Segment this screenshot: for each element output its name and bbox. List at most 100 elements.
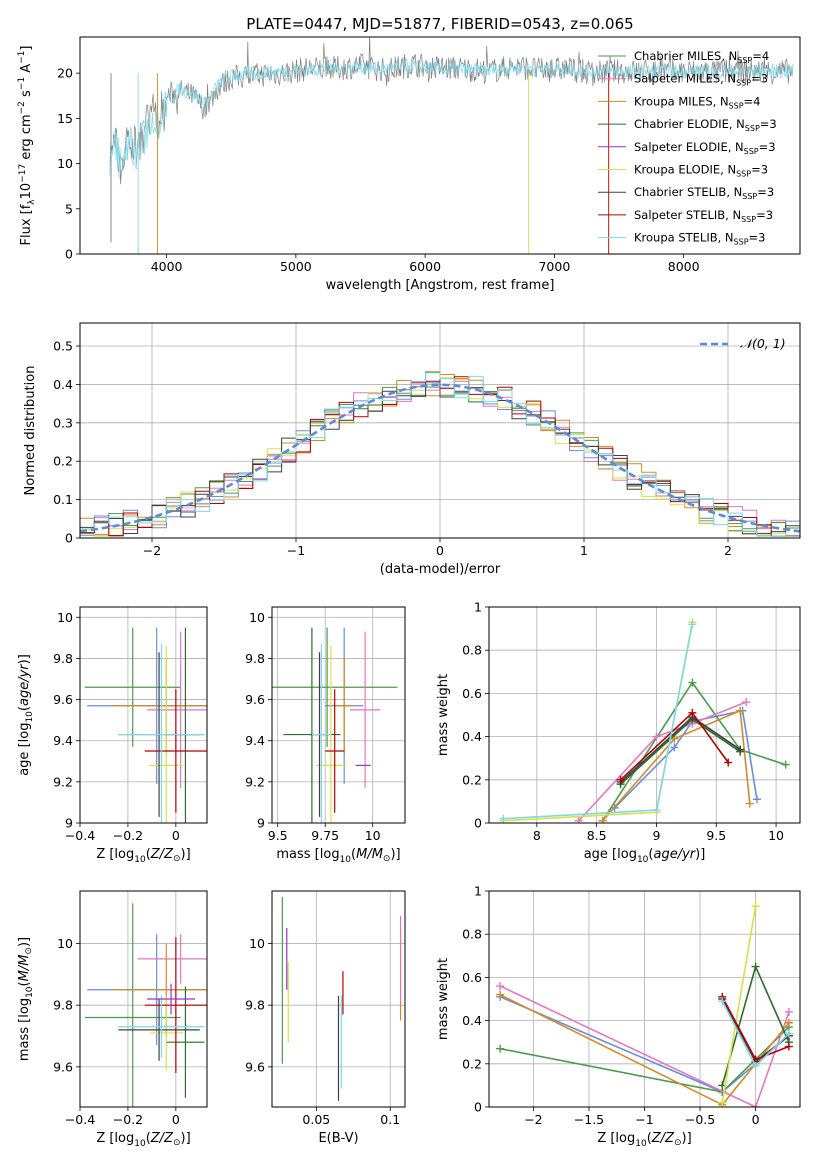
legend-label: Kroupa STELIB, NSSP=3	[634, 231, 765, 247]
axes-frame	[79, 606, 208, 824]
x-tick-label: 9.5	[268, 828, 288, 843]
histogram-series	[80, 372, 800, 537]
legend-label: Chabrier ELODIE, NSSP=3	[634, 117, 777, 133]
panel-age_vs_Z: −0.4 −0.2 0 9 9.2 9.4 9.6 9.8 10 Z [log10(Z/Z⊙)] a…	[17, 606, 208, 865]
errorbar-point	[84, 627, 181, 747]
y-tick-label: 0	[65, 247, 73, 262]
mass-weight-series	[616, 715, 745, 789]
y-tick-label: 20	[57, 66, 73, 81]
errorbar-point	[84, 903, 181, 1107]
mass-weight-series	[718, 902, 760, 1107]
y-tick-label: 9.2	[53, 774, 73, 789]
y-tick-label: 1	[474, 884, 482, 899]
x-tick-label: 9.75	[311, 828, 339, 843]
x-axis-label: Z [log10(Z/Z⊙)]	[96, 1131, 190, 1149]
legend-label: 𝒩(0, 1)	[740, 336, 786, 351]
errorbar-point	[325, 689, 345, 813]
y-axis-label: Flux [fλ10−17 erg cm−2 s−1 A−1]	[17, 46, 37, 246]
legend-label: Chabrier STELIB, NSSP=3	[634, 185, 774, 201]
x-tick-label: 10	[768, 828, 784, 843]
y-tick-label: 10	[249, 936, 265, 951]
y-tick-label: 15	[57, 111, 73, 126]
panel-mass_vs_Z: −0.4 −0.2 0 9.6 9.8 10 Z [log10(Z/Z⊙)] mass [lo…	[17, 890, 208, 1149]
x-axis-label: age [log10(age/yr)]	[584, 847, 706, 865]
y-tick-label: 0.2	[462, 772, 482, 787]
x-tick-label: 0	[172, 828, 180, 843]
y-tick-label: 9.8	[245, 998, 265, 1013]
y-tick-label: 0.4	[462, 1013, 482, 1028]
errorbar-point	[144, 689, 207, 813]
errorbar-point	[272, 627, 398, 747]
x-tick-label: −2	[143, 543, 161, 558]
y-tick-label: 0.8	[462, 643, 482, 658]
axes-frame	[79, 890, 208, 1108]
x-tick-label: 0.05	[302, 1112, 330, 1127]
y-tick-label: 9.6	[53, 1059, 73, 1074]
x-tick-label: 5000	[280, 259, 312, 274]
x-tick-label: −1	[635, 1112, 653, 1127]
y-tick-label: 0.8	[462, 927, 482, 942]
normal-curve	[80, 383, 800, 533]
errorbar-point	[118, 995, 205, 1058]
y-tick-label: 9.8	[245, 651, 265, 666]
y-tick-label: 9.6	[53, 692, 73, 707]
errorbar-point	[166, 986, 205, 1098]
x-axis-label: E(B-V)	[318, 1131, 358, 1146]
y-tick-label: 9.4	[245, 733, 265, 748]
x-tick-label: −1	[287, 543, 305, 558]
y-tick-label: 0.3	[53, 415, 73, 430]
x-tick-label: 8000	[668, 259, 700, 274]
x-tick-label: −0.5	[685, 1112, 715, 1127]
y-tick-label: 0.4	[53, 377, 73, 392]
legend-label: Kroupa MILES, NSSP=4	[634, 94, 760, 110]
x-tick-label: 0	[752, 1112, 760, 1127]
x-tick-label: 0	[436, 543, 444, 558]
y-axis-label: mass [log10(M/M⊙)]	[17, 937, 35, 1061]
y-tick-label: 10	[57, 936, 73, 951]
errorbar-point	[334, 658, 354, 754]
y-tick-label: 0.1	[53, 492, 73, 507]
y-tick-label: 9.6	[245, 692, 265, 707]
mass-weight-series	[718, 997, 793, 1070]
x-tick-label: −0.2	[113, 1112, 143, 1127]
y-axis-label: age [log10(age/yr)]	[17, 654, 35, 776]
errorbar-point	[147, 631, 207, 789]
x-tick-label: −2	[524, 1112, 542, 1127]
errorbar-point	[315, 646, 347, 823]
y-tick-label: 0	[65, 531, 73, 546]
y-tick-label: 10	[57, 156, 73, 171]
y-tick-label: 0.4	[462, 729, 482, 744]
panel-age_vs_mass: 9.5 9.75 10 9 9.2 9.4 9.6 9.8 10 mass [log10(M/M⊙…	[245, 606, 406, 865]
x-tick-label: −1.5	[574, 1112, 604, 1127]
errorbar-point	[149, 995, 184, 1070]
legend-label: Salpeter MILES, NSSP=3	[634, 72, 768, 88]
y-tick-label: 0.6	[462, 970, 482, 985]
y-tick-label: 0.5	[53, 339, 73, 354]
axes-frame	[488, 606, 801, 824]
y-tick-label: 9	[257, 816, 265, 831]
x-tick-label: 0	[172, 1112, 180, 1127]
y-tick-label: 0	[474, 1100, 482, 1115]
spectrum-model	[109, 58, 794, 179]
mass-weight-series	[499, 620, 697, 823]
errorbar-point	[149, 646, 184, 823]
x-tick-label: 8	[533, 828, 541, 843]
y-tick-label: 9.8	[53, 651, 73, 666]
axes-frame	[488, 890, 801, 1108]
errorbar-point	[147, 983, 196, 1015]
errorbar-point	[144, 937, 207, 1074]
x-tick-label: 4000	[151, 259, 183, 274]
panel-massweight_vs_Z: −2 −1.5 −1 −0.5 0 0 0.2 0.4 0.6 0.8 1 Z [log10(Z/Z⊙…	[436, 884, 801, 1149]
x-axis-label: wavelength [Angstrom, rest frame]	[326, 278, 555, 293]
figure-title: PLATE=0447, MJD=51877, FIBERID=0543, z=0…	[246, 15, 633, 33]
legend-label: Chabrier MILES, NSSP=4	[634, 49, 769, 65]
x-tick-label: 8.5	[587, 828, 607, 843]
errorbar-point	[118, 644, 205, 823]
y-tick-label: 5	[65, 201, 73, 216]
errorbar-point	[311, 644, 331, 823]
axes-frame	[79, 36, 801, 255]
x-tick-label: −0.4	[65, 828, 95, 843]
histogram-series	[80, 371, 800, 535]
x-axis-label: Z [log10(Z/Z⊙)]	[96, 847, 190, 865]
y-tick-label: 9	[65, 816, 73, 831]
